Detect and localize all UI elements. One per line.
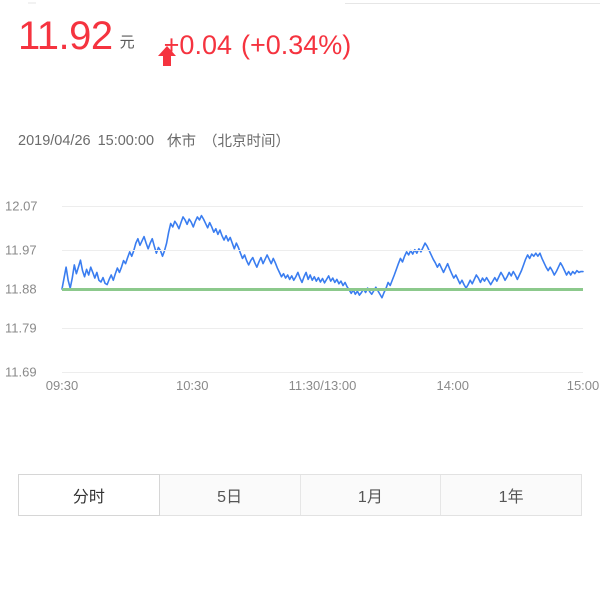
top-divider-fragment <box>28 2 36 4</box>
gridline <box>62 249 583 251</box>
price-unit-label: 元 <box>119 34 135 51</box>
top-divider <box>345 3 600 4</box>
quote-date: 2019/04/26 <box>18 132 91 149</box>
last-price: 11.92 <box>18 14 113 58</box>
gridline <box>62 328 583 330</box>
y-axis-tick-label: 11.69 <box>5 364 37 380</box>
period-tabs[interactable]: 分时 5日 1月 1年 <box>18 474 582 516</box>
x-axis-tick-label: 14:00 <box>436 378 470 393</box>
quote-header: 11.92 元 +0.04 (+0.34%) <box>18 14 352 66</box>
y-axis-tick-label: 11.97 <box>5 242 37 258</box>
period-tab-3[interactable]: 1年 <box>498 489 524 506</box>
y-axis-tick-label: 11.79 <box>5 320 37 336</box>
plot-area[interactable] <box>61 206 584 373</box>
period-tab-2[interactable]: 1月 <box>301 475 442 515</box>
price-change-absolute: +0.04 <box>163 30 232 60</box>
gridline <box>62 372 583 373</box>
timezone-note: （北京时间） <box>203 134 291 150</box>
period-tab-1[interactable]: 5日 <box>160 475 301 515</box>
price-change-group: +0.04 (+0.34%) <box>157 30 352 66</box>
price-change-percent: (+0.34%) <box>240 30 352 60</box>
period-tab-0[interactable]: 分时 <box>18 474 160 516</box>
x-axis-tick-label: 15:00 <box>566 378 600 393</box>
x-axis-tick-label: 10:30 <box>175 378 209 393</box>
quote-time: 15:00:00 <box>97 132 155 149</box>
x-axis-tick-label: 11:30/13:00 <box>288 378 357 393</box>
y-axis: 12.07 11.97 11.88 11.79 11.69 <box>5 199 59 380</box>
gridline <box>62 206 583 207</box>
y-axis-tick-label: 12.07 <box>5 198 38 214</box>
market-state: 休市 <box>167 134 197 150</box>
x-axis: 09:30 10:30 11:30/13:00 14:00 15:00 <box>46 378 600 398</box>
market-status-line: 2019/04/26 15:00:00 休市 （北京时间） <box>18 130 290 151</box>
price-line <box>61 214 584 299</box>
x-axis-tick-label: 09:30 <box>45 378 79 393</box>
intraday-chart[interactable]: 12.07 11.97 11.88 11.79 11.69 09:30 10:30 11:3… <box>0 190 600 410</box>
previous-close-line <box>62 287 583 291</box>
y-axis-tick-label: 11.88 <box>5 281 37 297</box>
